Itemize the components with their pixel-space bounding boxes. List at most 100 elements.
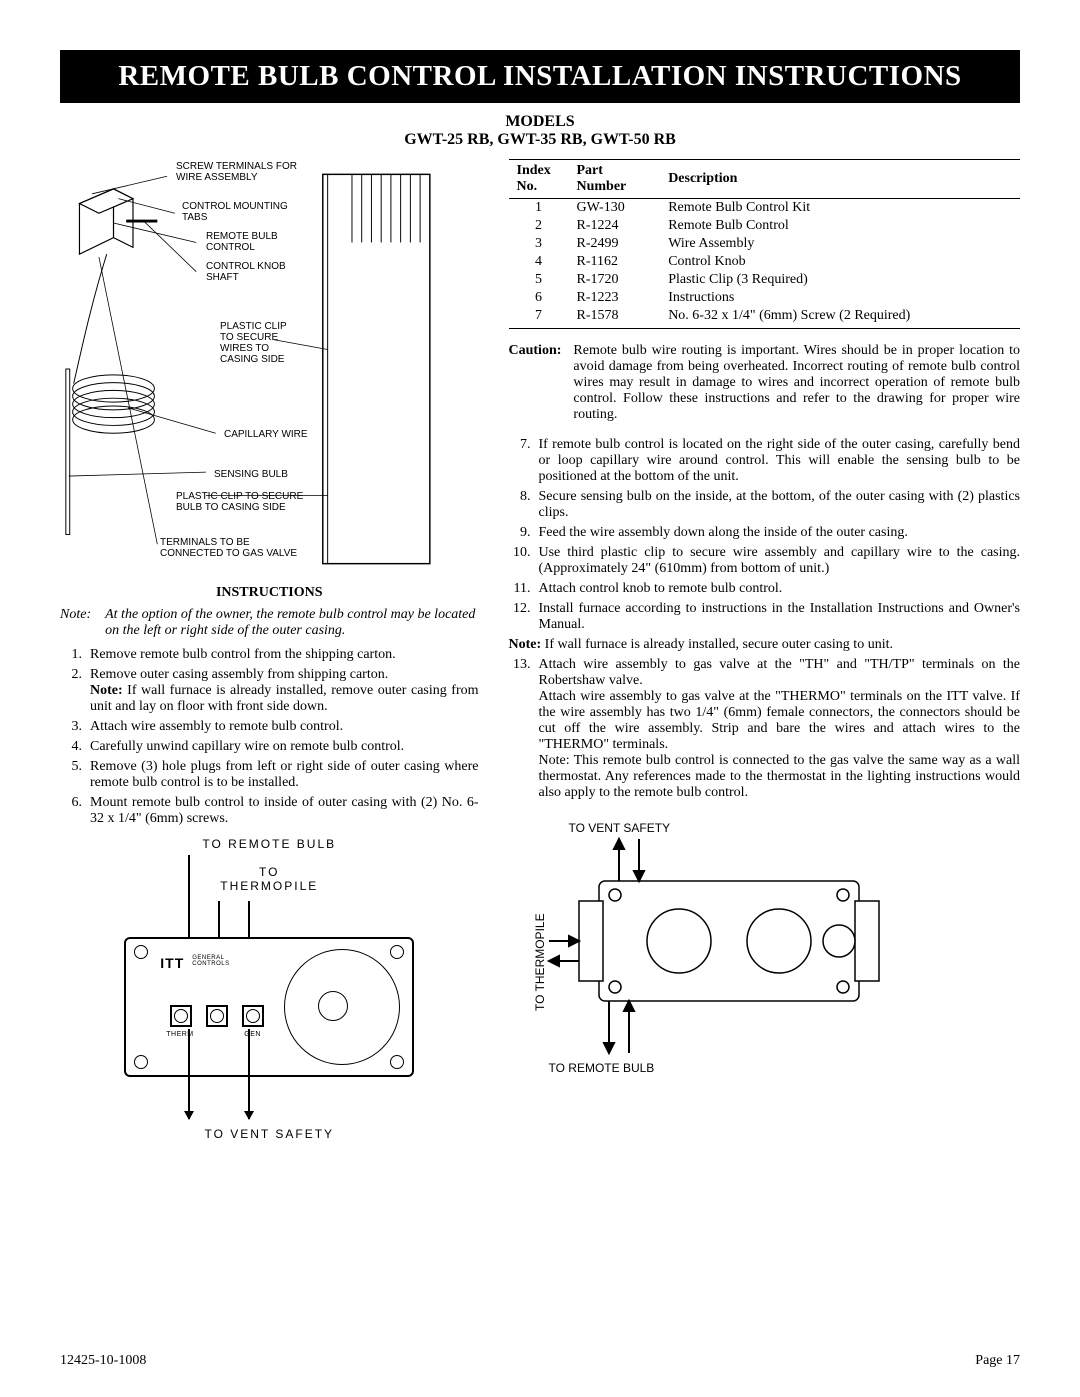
gv-gen: GEN (244, 1031, 261, 1038)
label-remote-bulb-control: REMOTE BULB CONTROL (206, 231, 278, 253)
cell-desc: Remote Bulb Control (660, 217, 1020, 235)
cell-part: R-2499 (569, 235, 661, 253)
label-screw-terminals: SCREW TERMINALS FOR WIRE ASSEMBLY (176, 161, 297, 183)
cell-index: 1 (509, 199, 569, 218)
gv-to-thermopile: TO THERMOPILE (114, 865, 424, 893)
gv-itt: ITT (160, 955, 184, 971)
list-item: 9. Feed the wire assembly down along the … (509, 525, 1021, 541)
list-item: 8.Secure sensing bulb on the inside, at … (509, 489, 1021, 521)
step-number: 11. (509, 581, 531, 597)
footer-right: Page 17 (975, 1353, 1020, 1369)
step-text: Mount remote bulb control to inside of o… (90, 795, 479, 827)
table-row: 5R-1720Plastic Clip (3 Required) (509, 271, 1021, 289)
models-list: GWT-25 RB, GWT-35 RB, GWT-50 RB (60, 131, 1020, 149)
step-number: 3. (60, 719, 82, 735)
step-number: 8. (509, 489, 531, 521)
list-item: 12. Install furnace according to instruct… (509, 601, 1021, 633)
cell-index: 3 (509, 235, 569, 253)
left-column: SCREW TERMINALS FOR WIRE ASSEMBLY CONTRO… (60, 159, 479, 1147)
list-item: 6.Mount remote bulb control to inside of… (60, 795, 479, 827)
gv-general: GENERAL CONTROLS (192, 955, 229, 967)
gasvalve-diagram: TO REMOTE BULB TO THERMOPILE ITT GENERAL… (114, 837, 424, 1147)
cell-index: 2 (509, 217, 569, 235)
list-item: 5.Remove (3) hole plugs from left or rig… (60, 759, 479, 791)
step-number: 4. (60, 739, 82, 755)
label-terminals-valve: TERMINALS TO BE CONNECTED TO GAS VALVE (160, 537, 297, 559)
step-text: Attach control knob to remote bulb contr… (539, 581, 1021, 597)
step-text: If remote bulb control is located on the… (539, 437, 1021, 485)
page-title: REMOTE BULB CONTROL INSTALLATION INSTRUC… (60, 50, 1020, 103)
instructions-heading: INSTRUCTIONS (60, 585, 479, 601)
label-capillary-wire: CAPILLARY WIRE (224, 429, 308, 440)
cell-index: 6 (509, 289, 569, 307)
assembly-diagram: SCREW TERMINALS FOR WIRE ASSEMBLY CONTRO… (60, 159, 479, 579)
list-item: 2.Remove outer casing assembly from ship… (60, 667, 479, 715)
list-item: 13. Attach wire assembly to gas valve at … (509, 657, 1021, 801)
table-row: 4R-1162Control Knob (509, 253, 1021, 271)
cell-desc: No. 6-32 x 1/4" (6mm) Screw (2 Required) (660, 307, 1020, 329)
step-text: Attach wire assembly to gas valve at the… (539, 657, 1021, 801)
list-item: 3. Attach wire assembly to remote bulb co… (60, 719, 479, 735)
step-text: Secure sensing bulb on the inside, at th… (539, 489, 1021, 521)
cell-part: R-1720 (569, 271, 661, 289)
cell-part: R-1578 (569, 307, 661, 329)
page-footer: 12425-10-1008 Page 17 (60, 1353, 1020, 1369)
step-number: 10. (509, 545, 531, 577)
cell-index: 4 (509, 253, 569, 271)
step-text: Use third plastic clip to secure wire as… (539, 545, 1021, 577)
label-plastic-clip-secure: PLASTIC CLIP TO SECURE WIRES TO CASING S… (220, 321, 287, 365)
step-number: 13. (509, 657, 531, 801)
step-text: Install furnace according to instruction… (539, 601, 1021, 633)
label-control-mounting: CONTROL MOUNTING TABS (182, 201, 288, 223)
step-number: 5. (60, 759, 82, 791)
label-control-knob-shaft: CONTROL KNOB SHAFT (206, 261, 286, 283)
list-item: 1. Remove remote bulb control from the sh… (60, 647, 479, 663)
th-desc: Description (660, 160, 1020, 199)
cell-index: 7 (509, 307, 569, 329)
list-item: 10. Use third plastic clip to secure wire… (509, 545, 1021, 577)
step-text: Carefully unwind capillary wire on remot… (90, 739, 479, 755)
step-text: Feed the wire assembly down along the in… (539, 525, 1021, 541)
step-number: 6. (60, 795, 82, 827)
step-number: 9. (509, 525, 531, 541)
step-number: 12. (509, 601, 531, 633)
note-line: Note: At the option of the owner, the re… (60, 607, 479, 639)
cell-index: 5 (509, 271, 569, 289)
table-row: 6R-1223Instructions (509, 289, 1021, 307)
models-heading: MODELS (60, 113, 1020, 131)
th-index: Index No. (509, 160, 569, 199)
cell-part: GW-130 (569, 199, 661, 218)
step-number: 1. (60, 647, 82, 663)
cell-desc: Control Knob (660, 253, 1020, 271)
note-label: Note: (60, 607, 91, 639)
caution-text: Remote bulb wire routing is important. W… (573, 343, 1020, 423)
label-plastic-clip-bulb: PLASTIC CLIP TO SECURE BULB TO CASING SI… (176, 491, 303, 513)
cell-desc: Remote Bulb Control Kit (660, 199, 1020, 218)
caution-label: Caution: (509, 343, 562, 423)
models-block: MODELS GWT-25 RB, GWT-35 RB, GWT-50 RB (60, 113, 1020, 149)
th-part: Part Number (569, 160, 661, 199)
table-row: 7R-1578No. 6-32 x 1/4" (6mm) Screw (2 Re… (509, 307, 1021, 329)
list-item: 4. Carefully unwind capillary wire on rem… (60, 739, 479, 755)
step-text: Remove outer casing assembly from shippi… (90, 667, 479, 715)
label-sensing-bulb: SENSING BULB (214, 469, 288, 480)
note-text: At the option of the owner, the remote b… (105, 607, 478, 639)
cell-part: R-1224 (569, 217, 661, 235)
steps-right: 7.If remote bulb control is located on t… (509, 437, 1021, 801)
table-row: 2R-1224Remote Bulb Control (509, 217, 1021, 235)
steps-left: 1. Remove remote bulb control from the sh… (60, 647, 479, 827)
right-valve-diagram: TO VENT SAFETY TO THERMOPILE TO REMOTE B… (509, 821, 889, 1081)
cell-desc: Instructions (660, 289, 1020, 307)
table-row: 3R-2499Wire Assembly (509, 235, 1021, 253)
step-text: Attach wire assembly to remote bulb cont… (90, 719, 479, 735)
cell-part: R-1162 (569, 253, 661, 271)
step-number: 2. (60, 667, 82, 715)
list-item: 11. Attach control knob to remote bulb co… (509, 581, 1021, 597)
footer-left: 12425-10-1008 (60, 1353, 146, 1369)
list-item: 7.If remote bulb control is located on t… (509, 437, 1021, 485)
right-column: Index No. Part Number Description 1GW-13… (509, 159, 1021, 1147)
step-number: 7. (509, 437, 531, 485)
step-text: Remove (3) hole plugs from left or right… (90, 759, 479, 791)
step-text: Remove remote bulb control from the ship… (90, 647, 479, 663)
gv-to-vent-safety: TO VENT SAFETY (114, 1127, 424, 1141)
